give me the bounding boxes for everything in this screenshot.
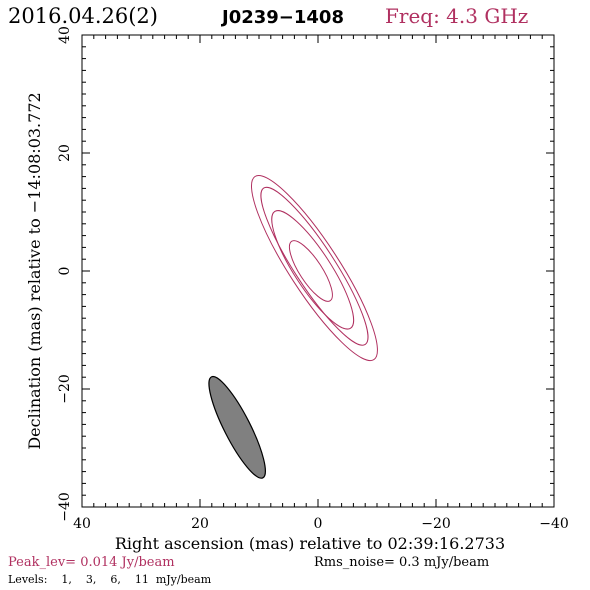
frequency-label: Freq: 4.3 GHz — [385, 4, 528, 28]
contour-level-3 — [260, 186, 369, 346]
rms-noise: Rms_noise= 0.3 mJy/beam — [314, 555, 489, 570]
y-tick-label: 0 — [57, 267, 73, 276]
peak-level: Peak_lev= 0.014 Jy/beam — [8, 555, 175, 570]
observation-date: 2016.04.26(2) — [8, 4, 158, 28]
x-axis-label: Right ascension (mas) relative to 02:39:… — [115, 534, 505, 553]
x-tick-label: 20 — [191, 516, 209, 532]
y-tick-labels: −40 −20 0 20 40 — [57, 26, 73, 522]
contour-group — [250, 175, 378, 362]
contour-level-6 — [271, 210, 355, 330]
x-tick-labels: 40 20 0 −20 −40 — [73, 516, 569, 532]
contour-levels: Levels: 1, 3, 6, 11 mJy/beam — [8, 573, 212, 586]
y-axis-label: Declination (mas) relative to −14:08:03.… — [25, 92, 44, 449]
contour-level-1 — [250, 175, 378, 362]
beam-group — [208, 375, 266, 479]
x-tick-label: −40 — [539, 516, 569, 532]
x-tick-label: 0 — [314, 516, 323, 532]
y-tick-label: 20 — [57, 144, 73, 162]
x-tick-label: 40 — [73, 516, 91, 532]
plot-frame — [81, 34, 555, 508]
source-name: J0239−1408 — [220, 7, 344, 28]
y-tick-label: −40 — [57, 492, 73, 522]
restoring-beam — [208, 375, 266, 479]
axis-ticks — [81, 34, 555, 508]
contour-level-11 — [288, 240, 333, 302]
y-tick-label: −20 — [57, 374, 73, 404]
x-tick-label: −20 — [421, 516, 451, 532]
y-tick-label: 40 — [57, 26, 73, 44]
